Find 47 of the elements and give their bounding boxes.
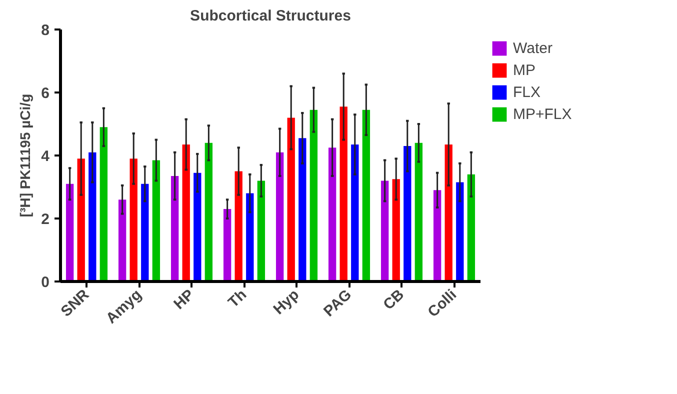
bar <box>130 158 138 282</box>
bar <box>287 118 295 282</box>
bar <box>310 110 318 282</box>
bar <box>246 193 254 282</box>
bar <box>298 138 306 282</box>
bar <box>223 209 232 282</box>
y-tick-label: 6 <box>41 85 50 102</box>
bar <box>456 182 464 282</box>
legend-label: FLX <box>513 84 541 100</box>
bar <box>362 110 370 282</box>
bar <box>257 180 266 282</box>
bar <box>66 184 74 282</box>
bar <box>100 127 108 282</box>
x-tick-label: Hyp <box>270 286 303 318</box>
bar <box>88 152 96 282</box>
bar <box>328 148 336 282</box>
bar <box>340 106 348 282</box>
bar <box>433 190 442 282</box>
bar <box>204 142 213 282</box>
bar <box>77 158 85 282</box>
bar <box>276 152 284 282</box>
bar <box>392 179 400 282</box>
x-tick-label: Th <box>225 286 250 312</box>
bar <box>170 176 179 282</box>
legend-label: MP+FLX <box>513 106 572 122</box>
y-axis-title: [³H] PK11195 µCi/g <box>17 94 34 218</box>
legend-label: Water <box>513 40 552 56</box>
bar <box>404 146 412 282</box>
bar <box>141 184 149 282</box>
bar <box>467 174 476 282</box>
y-tick-label: 2 <box>41 211 50 228</box>
bar <box>152 160 160 282</box>
y-tick-label: 8 <box>41 22 50 39</box>
bar <box>182 144 190 282</box>
legend-label: MP <box>513 62 536 78</box>
bar <box>351 144 359 282</box>
y-tick-label: 4 <box>41 148 50 165</box>
bar <box>234 171 242 282</box>
x-tick-label: CB <box>380 286 408 314</box>
bar <box>444 144 452 282</box>
x-tick-label: HP <box>170 286 198 313</box>
chart-title: Subcortical Structures <box>190 8 351 24</box>
y-tick-label: 0 <box>41 274 50 291</box>
bar <box>380 180 389 282</box>
bar <box>414 142 423 282</box>
bar <box>194 172 202 282</box>
bar <box>118 200 126 282</box>
